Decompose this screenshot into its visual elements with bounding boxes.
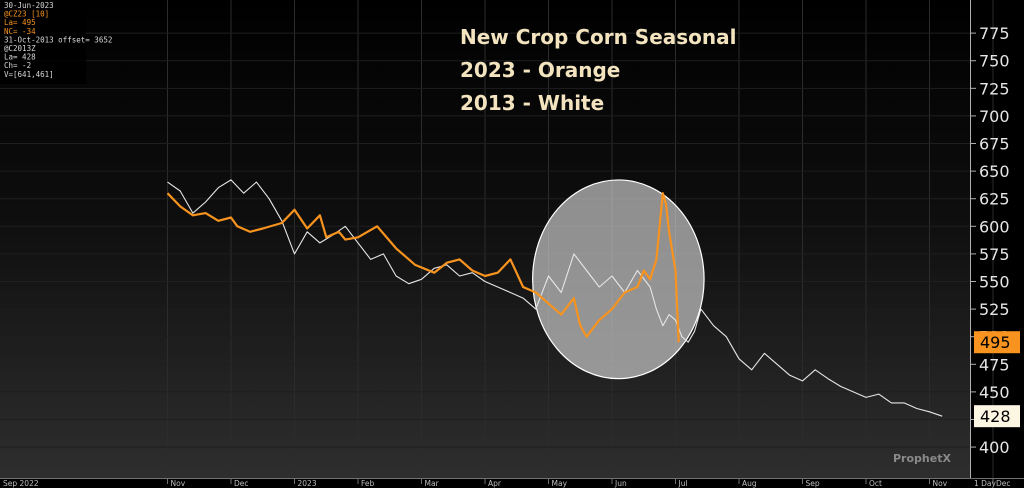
legend-line: @C2013Z <box>4 44 36 53</box>
y-tick-label: 475 <box>979 355 1010 374</box>
y-tick-label: 450 <box>979 383 1010 402</box>
x-tick-label: Aug <box>742 479 757 488</box>
legend-line: NC= -34 <box>4 27 36 36</box>
x-tick-label: Jun <box>614 479 627 488</box>
chart-title-line: 2013 - White <box>460 91 604 115</box>
chart-title-line: New Crop Corn Seasonal <box>460 25 736 49</box>
y-tick-label: 750 <box>979 52 1010 71</box>
chart-title-line: 2023 - Orange <box>460 58 620 82</box>
legend-line: 31-Oct-2013 offset= 3652 <box>4 35 112 44</box>
x-tick-label: May <box>552 479 568 488</box>
y-tick-label: 650 <box>979 162 1010 181</box>
x-tick-label: Apr <box>488 479 502 488</box>
x-tick-label: Sep <box>806 479 820 488</box>
x-tick-label: 2023 <box>298 479 317 488</box>
x-tick-label: Jul <box>678 479 688 488</box>
last-value-badge <box>974 405 1020 428</box>
last-value-badge <box>974 331 1020 354</box>
x-tick-label: Nov <box>933 479 948 488</box>
y-tick-label: 625 <box>979 190 1010 209</box>
x-tick-label: Mar <box>425 479 440 488</box>
highlight-ellipse <box>532 179 705 380</box>
y-tick-label: 775 <box>979 24 1010 43</box>
last-value-badge-text: 495 <box>980 333 1011 352</box>
y-tick-label: 725 <box>979 79 1010 98</box>
watermark-brand: ProphetX <box>893 452 951 465</box>
legend-line: 30-Jun-2023 <box>4 1 54 10</box>
x-tick-label: Sep 2022 <box>3 479 39 488</box>
legend-line: V=[641,461] <box>4 70 54 79</box>
watermark: ProphetX <box>893 452 951 465</box>
legend-line: Ch= -2 <box>4 61 31 70</box>
series-2023-line <box>166 192 680 343</box>
last-value-badge-text: 428 <box>980 407 1011 426</box>
x-tick-label: Dec <box>234 479 249 488</box>
legend-line: @CZ23 [10] <box>4 10 49 19</box>
y-tick-label: 575 <box>979 245 1010 264</box>
y-tick-label: 600 <box>979 217 1010 236</box>
y-tick-label: 700 <box>979 107 1010 126</box>
legend-line: La= 428 <box>4 53 36 62</box>
x-unit-label: 1 Day <box>974 479 997 488</box>
y-tick-label: 675 <box>979 135 1010 154</box>
x-tick-label: Oct <box>869 479 882 488</box>
y-tick-label: 550 <box>979 273 1010 292</box>
x-axis-band <box>0 478 1024 488</box>
y-tick-label: 400 <box>979 438 1010 457</box>
series-2013-line <box>167 179 943 417</box>
x-tick-label: Feb <box>361 479 375 488</box>
y-tick-label: 525 <box>979 300 1010 319</box>
x-tick-label: Dec <box>996 479 1011 488</box>
legend-line: La= 495 <box>4 18 36 27</box>
x-tick-label: Nov <box>171 479 186 488</box>
